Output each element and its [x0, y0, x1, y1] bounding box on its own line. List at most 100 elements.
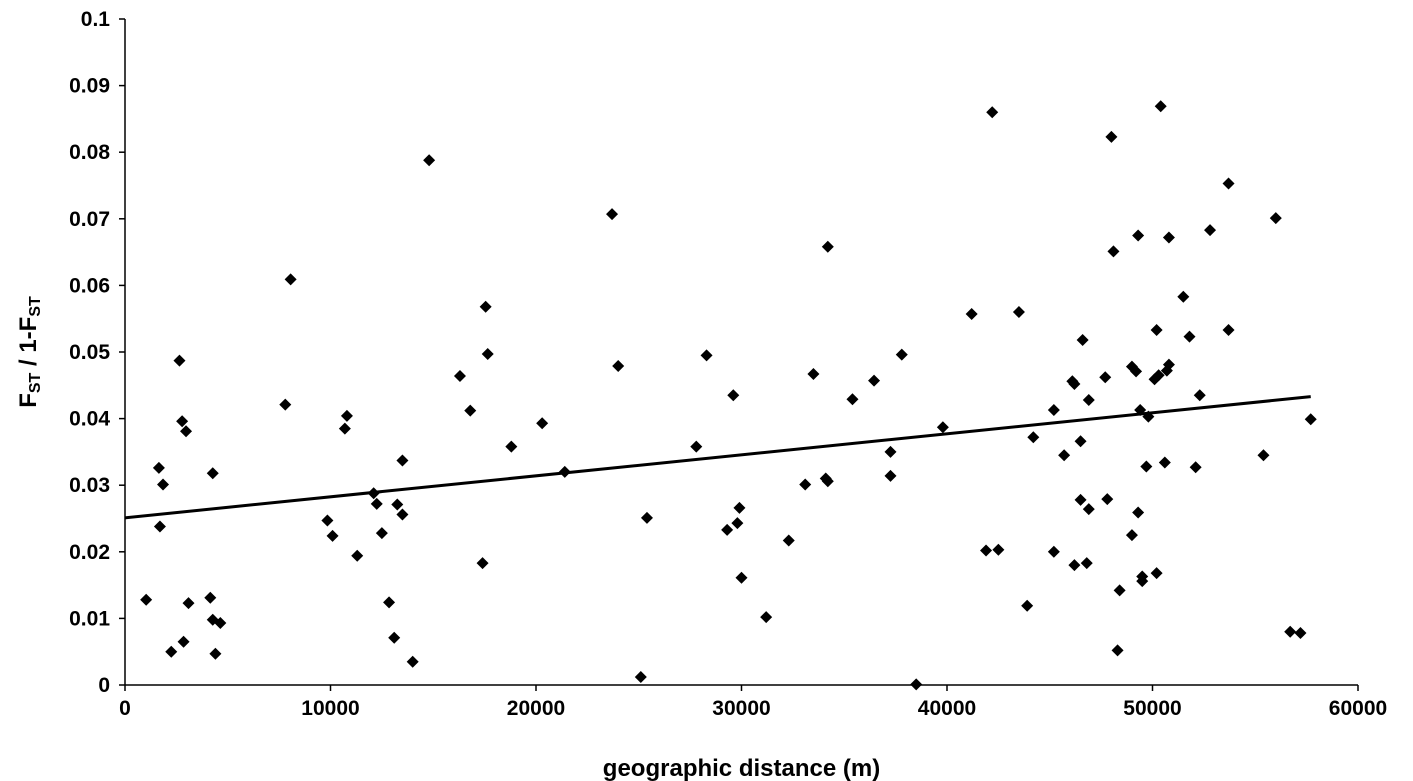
- y-tick-label: 0.08: [69, 141, 110, 164]
- plot-area: 0 0.01 0.02 0.03 0.04 0.05 0.06 0.07 0.08 0.09 0.1…: [69, 8, 1387, 720]
- data-point: [735, 571, 748, 584]
- data-point: [1142, 410, 1155, 423]
- data-point: [1162, 358, 1175, 371]
- data-point: [204, 591, 217, 604]
- data-point: [209, 647, 222, 660]
- data-point: [206, 467, 219, 480]
- data-point: [1222, 324, 1235, 337]
- data-point: [1080, 557, 1093, 570]
- data-point: [479, 300, 492, 313]
- data-point: [536, 417, 549, 430]
- data-point: [383, 596, 396, 609]
- data-point: [370, 497, 383, 510]
- data-point: [846, 393, 859, 406]
- y-tick-label: 0: [98, 674, 110, 697]
- data-point: [1257, 449, 1270, 462]
- y-tick-label: 0.05: [69, 341, 110, 364]
- data-point: [1294, 627, 1307, 640]
- data-point: [338, 422, 351, 435]
- data-point: [1162, 231, 1175, 244]
- y-tick-label: 0.06: [69, 274, 110, 297]
- data-point: [731, 517, 744, 530]
- data-point: [1158, 456, 1171, 469]
- data-point: [1105, 130, 1118, 143]
- data-point: [1125, 529, 1138, 542]
- data-point: [375, 527, 388, 540]
- data-point: [1154, 100, 1167, 113]
- x-axis-ticks: 0 10000 20000 30000 40000 50000 60000: [119, 685, 1387, 720]
- data-point: [936, 421, 949, 434]
- data-point: [1193, 389, 1206, 402]
- data-point: [799, 478, 812, 491]
- x-tick-label: 40000: [918, 697, 976, 720]
- y-tick-label: 0.1: [81, 8, 111, 31]
- data-point: [1183, 330, 1196, 343]
- data-point: [351, 549, 364, 562]
- data-point: [214, 617, 227, 630]
- data-point: [1152, 369, 1165, 382]
- data-point: [396, 508, 409, 521]
- data-point: [1074, 435, 1087, 448]
- data-point: [634, 671, 647, 684]
- data-point: [1134, 403, 1147, 416]
- data-point: [1012, 306, 1025, 319]
- data-point: [423, 154, 436, 167]
- data-point: [821, 240, 834, 253]
- data-point: [464, 404, 477, 417]
- data-point: [1074, 493, 1087, 506]
- data-point: [1222, 177, 1235, 190]
- data-point: [326, 529, 339, 542]
- data-point: [453, 369, 466, 382]
- y-tick-label: 0.02: [69, 541, 110, 564]
- data-point: [1132, 506, 1145, 519]
- data-point: [1204, 224, 1217, 237]
- y-tick-label: 0.04: [69, 408, 110, 431]
- data-point: [1021, 599, 1034, 612]
- data-point: [884, 469, 897, 482]
- data-point: [140, 593, 153, 606]
- data-point: [884, 445, 897, 458]
- data-point: [1140, 460, 1153, 473]
- data-point: [152, 461, 165, 474]
- data-point: [1027, 431, 1040, 444]
- data-point: [279, 398, 292, 411]
- data-point: [1082, 393, 1095, 406]
- data-point: [481, 347, 494, 360]
- data-points: [140, 100, 1317, 691]
- data-point: [391, 498, 404, 511]
- data-point: [321, 514, 334, 527]
- data-point: [284, 273, 297, 286]
- data-point: [1068, 559, 1081, 572]
- data-point: [153, 520, 166, 533]
- data-point: [157, 478, 170, 491]
- data-point: [396, 454, 409, 467]
- data-point: [760, 611, 773, 624]
- data-point: [177, 635, 190, 648]
- data-point: [690, 440, 703, 453]
- data-point: [182, 597, 195, 610]
- data-point: [965, 308, 978, 321]
- data-point: [406, 655, 419, 668]
- data-point: [1132, 229, 1145, 242]
- data-point: [1047, 403, 1060, 416]
- data-point: [733, 501, 746, 514]
- x-tick-label: 60000: [1329, 697, 1387, 720]
- data-point: [173, 354, 186, 367]
- axes: [124, 19, 1358, 686]
- data-point: [1130, 365, 1143, 378]
- data-point: [558, 465, 571, 478]
- x-axis-title: geographic distance (m): [603, 755, 880, 781]
- data-point: [1082, 503, 1095, 516]
- data-point: [1284, 625, 1297, 638]
- data-point: [388, 631, 401, 644]
- x-tick-label: 30000: [712, 697, 770, 720]
- data-point: [895, 348, 908, 361]
- data-point: [180, 425, 193, 438]
- data-point: [727, 389, 740, 402]
- data-point: [476, 557, 489, 570]
- y-tick-label: 0.01: [69, 607, 110, 630]
- data-point: [1111, 644, 1124, 657]
- data-point: [1099, 371, 1112, 384]
- data-point: [1189, 461, 1202, 474]
